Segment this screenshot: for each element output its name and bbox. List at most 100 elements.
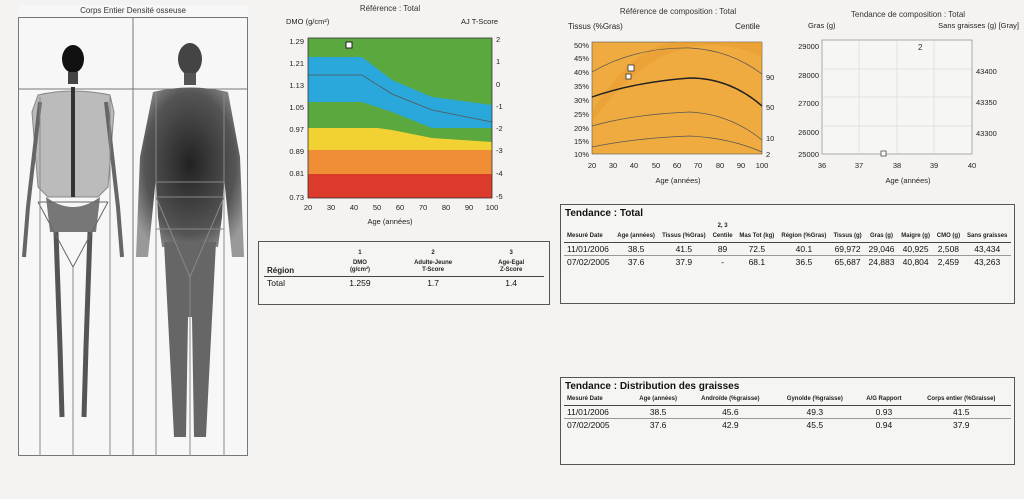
tick: 45% bbox=[574, 54, 589, 63]
bmd-ylabel: DMO (g/cm²) bbox=[286, 17, 330, 26]
scan-title: Corps Entier Densité osseuse bbox=[80, 6, 186, 15]
tick: 43400 bbox=[976, 67, 997, 76]
tick: 40 bbox=[350, 203, 358, 212]
tick: 60 bbox=[396, 203, 404, 212]
bmd-x-ticks: 20 30 40 50 60 70 80 90 100 bbox=[304, 203, 498, 212]
tick: 0.89 bbox=[289, 147, 304, 156]
table-row: 11/01/2006 38.5 41.5 89 72.5 40.1 69,972… bbox=[564, 242, 1011, 256]
tick: 35% bbox=[574, 82, 589, 91]
col-cmo: CMO (g) bbox=[933, 221, 964, 243]
band-orange bbox=[308, 150, 492, 174]
tick: 0 bbox=[496, 80, 500, 89]
trend-point bbox=[880, 150, 887, 157]
patient-marker bbox=[345, 41, 353, 49]
col-sans: Sans graisses bbox=[963, 221, 1011, 243]
centile-10-line bbox=[591, 111, 763, 141]
tick: 38 bbox=[893, 161, 901, 170]
tick: 60 bbox=[673, 161, 681, 170]
comp-y2-ticks: 90 50 10 2 bbox=[766, 73, 774, 159]
trend-table: Mesuré Date Age (années) Tissus (%Gras) … bbox=[564, 221, 1011, 268]
tick: 40 bbox=[968, 161, 976, 170]
comp-y-ticks: 50% 45% 40% 35% 30% 25% 20% 15% 10% bbox=[574, 41, 589, 159]
tick: -4 bbox=[496, 169, 503, 178]
patient-marker-current bbox=[627, 64, 635, 72]
col-tscore: 2 Adulte-Jeune T-Score bbox=[387, 248, 479, 277]
bmd-y-ticks: 1.29 1.21 1.13 1.05 0.97 0.89 0.81 0.73 bbox=[289, 37, 304, 202]
tick: 10% bbox=[574, 150, 589, 159]
tick: 40% bbox=[574, 68, 589, 77]
centile-50-line bbox=[591, 77, 763, 107]
tick: -2 bbox=[496, 124, 503, 133]
tick: 36 bbox=[818, 161, 826, 170]
table-row: Total 1.259 1.7 1.4 bbox=[267, 278, 518, 288]
tick: 30 bbox=[327, 203, 335, 212]
comp-ylabel: Tissus (%Gras) bbox=[568, 22, 623, 31]
centile-90-line bbox=[591, 47, 763, 75]
comp-xlabel: Age (années) bbox=[655, 176, 701, 185]
trend-y2label: Sans graisses (g) [Gray] bbox=[938, 21, 1019, 30]
tick: 40 bbox=[630, 161, 638, 170]
tick: 50 bbox=[373, 203, 381, 212]
tick: 1.29 bbox=[289, 37, 304, 46]
soft-tissue-image bbox=[136, 43, 244, 456]
tick: 90 bbox=[465, 203, 473, 212]
bmd-reference-chart: Référence : Total DMO (g/cm²) AJ T-Score… bbox=[286, 4, 503, 226]
trend-x-ticks: 36 37 38 39 40 bbox=[818, 161, 976, 170]
bmd-reference-line bbox=[308, 74, 493, 123]
region-table: Région 1 DMO (g/cm²) 2 Adulte-Jeune T-Score … bbox=[264, 248, 544, 289]
tick: 0.97 bbox=[289, 125, 304, 134]
centile-2-line bbox=[591, 135, 763, 153]
col-android: Androïde (%graisse) bbox=[687, 394, 774, 406]
table-row: 07/02/2005 37.6 42.9 45.5 0.94 37.9 bbox=[567, 420, 970, 430]
tick: 100 bbox=[756, 161, 769, 170]
tick: 70 bbox=[419, 203, 427, 212]
tick: 70 bbox=[694, 161, 702, 170]
bmd-chart-title: Référence : Total bbox=[360, 4, 421, 13]
band-blue bbox=[308, 57, 492, 142]
composition-reference-chart: Référence de composition : Total Tissus … bbox=[568, 7, 774, 185]
trend-xlabel: Age (années) bbox=[885, 176, 931, 185]
col-ag: A/G Rapport bbox=[856, 394, 912, 406]
composition-trend-chart: Tendance de composition : Total Gras (g)… bbox=[798, 10, 1019, 185]
tick: 20 bbox=[304, 203, 312, 212]
dexa-scan-panel: Corps Entier Densité osseuse bbox=[18, 5, 248, 456]
tick: 50% bbox=[574, 41, 589, 50]
tick: 39 bbox=[930, 161, 938, 170]
table-row: 07/02/2005 37.6 37.9 - 68.1 36.5 65,687 … bbox=[567, 257, 1001, 267]
trend-y2-ticks: 43400 43350 43300 bbox=[976, 67, 997, 138]
tick: 90 bbox=[737, 161, 745, 170]
col-corps: Corps entier (%Graisse) bbox=[911, 394, 1011, 406]
tick: -5 bbox=[496, 192, 503, 201]
tick: 20 bbox=[588, 161, 596, 170]
tick: 37 bbox=[855, 161, 863, 170]
tick: 27000 bbox=[798, 99, 819, 108]
bmd-y2-ticks: 2 1 0 -1 -2 -3 -4 -5 bbox=[496, 35, 503, 201]
tick: 28000 bbox=[798, 71, 819, 80]
col-date: Mesuré Date bbox=[564, 221, 614, 243]
tick: 15% bbox=[574, 137, 589, 146]
col-region: Région bbox=[264, 248, 332, 277]
bmd-xlabel: Age (années) bbox=[367, 217, 413, 226]
tick: 50 bbox=[652, 161, 660, 170]
comp-x-ticks: 20 30 40 50 60 70 80 90 100 bbox=[588, 161, 768, 170]
tick: 26000 bbox=[798, 128, 819, 137]
col-region: Région (%Gras) bbox=[777, 221, 831, 243]
trend-table-title: Tendance : Total bbox=[565, 208, 643, 219]
comp-chart-title: Référence de composition : Total bbox=[620, 7, 737, 16]
tick: 1.21 bbox=[289, 59, 304, 68]
tick: 100 bbox=[486, 203, 499, 212]
bmd-y2label: AJ T-Score bbox=[461, 17, 498, 26]
tick: 43300 bbox=[976, 129, 997, 138]
tick: -3 bbox=[496, 146, 503, 155]
tick: 80 bbox=[716, 161, 724, 170]
trend-table-box: Tendance : Total Mesuré Date Age (années… bbox=[560, 204, 1015, 304]
col-tissus: Tissus (%Gras) bbox=[658, 221, 710, 243]
tick: 80 bbox=[442, 203, 450, 212]
tick: 43350 bbox=[976, 98, 997, 107]
tick: 2 bbox=[496, 35, 500, 44]
tick: 50 bbox=[766, 103, 774, 112]
tick: 0.73 bbox=[289, 193, 304, 202]
tick: 30 bbox=[609, 161, 617, 170]
col-age: Age (années) bbox=[628, 394, 688, 406]
region-table-box: Région 1 DMO (g/cm²) 2 Adulte-Jeune T-Score … bbox=[258, 241, 550, 305]
